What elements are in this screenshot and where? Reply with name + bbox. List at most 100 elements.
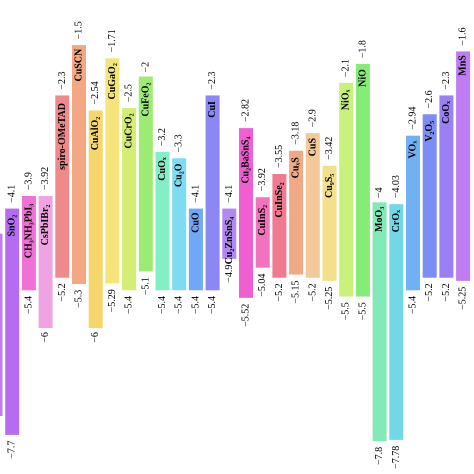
- material-label-vox: VOₓ: [408, 141, 419, 159]
- material-label-nio: NiO: [357, 69, 368, 87]
- top-value-label-spiro-ometad: −2.3: [57, 72, 68, 90]
- material-label-cucro2: CuCrO₂: [124, 113, 135, 148]
- band-bar-mns: [456, 51, 471, 281]
- bottom-value-label-cuxs: −5.15: [291, 281, 302, 304]
- band-bar-cuxs: [289, 150, 304, 275]
- material-label-cuox: CuOₓ: [157, 157, 168, 181]
- band-bar-nio: [355, 64, 370, 297]
- top-value-label-cucro2: −2.5: [124, 84, 135, 102]
- bottom-value-label-nio: −5.5: [357, 302, 368, 320]
- material-label-cspbibr2: CsPbIBr₂: [40, 205, 51, 246]
- material-label-cuo: CuO: [190, 212, 201, 233]
- bottom-value-label-cui: −5.4: [207, 296, 218, 314]
- top-value-label-niox: −2.1: [341, 59, 352, 77]
- band-bar-moo3: [372, 202, 387, 442]
- band-bar-niox: [339, 82, 354, 297]
- bottom-value-label-cuins2: −5.04: [257, 274, 268, 297]
- top-value-label-cuins2: −3.92: [257, 168, 268, 191]
- material-label-cu2znsns4: Cu₂ZnSnS₄: [224, 217, 235, 265]
- material-label-niox: NiOₓ: [341, 89, 352, 110]
- top-value-label-crox: −4.03: [391, 175, 402, 198]
- top-value-label-cualo2: −2.54: [90, 81, 101, 104]
- band-bar-sno2: [5, 208, 20, 435]
- band-bar-cuinse2: [272, 174, 287, 278]
- material-label-coox: CoOₓ: [441, 101, 452, 124]
- material-label-cus: CuS: [307, 138, 318, 157]
- band-bar-cuox: [155, 152, 170, 291]
- band-bar-cu2znsns4: [222, 208, 237, 259]
- top-value-label-cui: −2.3: [207, 72, 218, 90]
- band-bar-cui: [205, 95, 220, 291]
- bottom-value-label-sno2: −7.7: [7, 441, 18, 459]
- bottom-value-label-cspbibr2: −6: [40, 332, 51, 343]
- bottom-value-label-cu9s5: −5.25: [324, 287, 335, 310]
- bottom-value-label-mns: −5.25: [458, 287, 469, 310]
- top-value-label-cu9s5: −3.42: [324, 137, 335, 160]
- material-label-cufeo2: CuFeO₂: [140, 83, 151, 117]
- bottom-value-label-vox: −5.4: [408, 296, 419, 314]
- band-bar-cuo: [188, 208, 203, 291]
- top-value-label-cu2o: −3.3: [174, 134, 185, 152]
- band-bar-cufeo2: [138, 76, 153, 272]
- material-label-crox: CrOₓ: [391, 210, 402, 232]
- top-value-label-cufeo2: −2: [140, 62, 151, 73]
- bottom-value-label-ch3nh3pbi3: −5.4: [23, 296, 34, 314]
- top-value-label-coox: −2.3: [441, 72, 452, 90]
- top-value-label-cuinse2: −3.55: [274, 145, 285, 168]
- bottom-value-label-spiro-ometad: −5.2: [57, 283, 68, 301]
- bottom-value-label-cufeo2: −5.1: [140, 277, 151, 295]
- material-label-cui: CuI: [207, 101, 218, 118]
- band-bar-cugao2: [105, 58, 120, 284]
- top-value-label-cu2basns4: −2.82: [241, 99, 252, 122]
- band-bar-spiro-ometad: [55, 95, 70, 278]
- band-bar-crox: [389, 204, 404, 440]
- band-bar-item-0: [0, 233, 3, 416]
- top-value-label-ch3nh3pbi3: −3.9: [23, 172, 34, 190]
- material-label-cuxs: CuₓS: [291, 157, 302, 179]
- material-label-spiro-ometad: spiro-OMeTAD: [57, 103, 68, 170]
- top-value-label-v2o5: −2.6: [424, 90, 435, 108]
- band-bar-cualo2: [88, 110, 103, 328]
- top-value-label-sno2: −4.1: [7, 185, 18, 203]
- top-value-label-cugao2: −1.71: [107, 29, 118, 52]
- material-label-cu2o: Cu₂O: [174, 163, 185, 187]
- top-value-label-cuxs: −3.18: [291, 122, 302, 145]
- band-bar-cspbibr2: [38, 196, 53, 328]
- band-bar-cu2o: [172, 158, 187, 291]
- top-value-label-vox: −2.94: [408, 107, 419, 130]
- bottom-value-label-v2o5: −5.2: [424, 283, 435, 301]
- band-bar-v2o5: [422, 114, 437, 278]
- bottom-value-label-cuinse2: −5.2: [274, 283, 285, 301]
- band-bar-ch3nh3pbi3: [21, 196, 36, 291]
- bottom-value-label-cuo: −5.4: [190, 296, 201, 314]
- bottom-value-label-cucro2: −5.4: [124, 296, 135, 314]
- bottom-value-label-cugao2: −5.29: [107, 289, 118, 312]
- band-bar-cuscn: [72, 45, 86, 285]
- bottom-value-label-coox: −5.2: [441, 283, 452, 301]
- band-bar-cuins2: [255, 197, 270, 268]
- material-label-sno2: SnO₂: [7, 215, 18, 237]
- material-label-mns: MnS: [458, 55, 469, 76]
- material-label-v2o5: V₂O₅: [424, 121, 435, 142]
- bottom-value-label-cu2o: −5.4: [174, 296, 185, 314]
- top-value-label-cuox: −3.2: [157, 128, 168, 146]
- material-label-cuscn: CuSCN: [74, 48, 85, 82]
- labels-layer: −4.1 −7.7 SnO₂ −3.9 −5.4 CH₃NH₃PbI₃ −3.92 −6 CsP…: [7, 21, 469, 469]
- top-value-label-cu2znsns4: −4.1: [224, 185, 235, 203]
- band-bar-cucro2: [122, 108, 137, 291]
- material-label-cualo2: CuAlO₂: [90, 117, 101, 151]
- top-value-label-mns: −1.6: [458, 28, 469, 46]
- band-bar-cu9s5: [322, 165, 337, 281]
- material-label-cugao2: CuGaO₂: [107, 63, 118, 99]
- top-value-label-cspbibr2: −3.92: [40, 167, 51, 190]
- band-bar-vox: [406, 135, 420, 291]
- material-label-cuinse2: CuInSe₂: [274, 182, 285, 217]
- top-value-label-cuscn: −1.5: [74, 21, 85, 39]
- material-label-moo3: MoO₃: [374, 207, 385, 232]
- bottom-value-label-cualo2: −6: [90, 332, 101, 343]
- band-bar-coox: [439, 95, 454, 278]
- band-bar-cu2basns4: [239, 128, 253, 298]
- bottom-value-label-cus: −5.2: [307, 283, 318, 301]
- bars-layer: [0, 45, 471, 442]
